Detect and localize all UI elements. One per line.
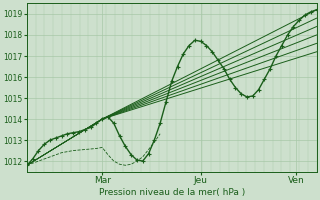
- X-axis label: Pression niveau de la mer( hPa ): Pression niveau de la mer( hPa ): [99, 188, 245, 197]
